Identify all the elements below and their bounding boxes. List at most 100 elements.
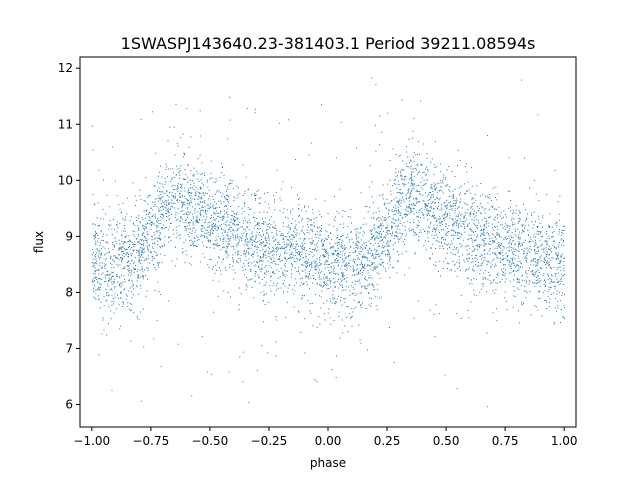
data-point [427, 214, 428, 216]
data-point [296, 282, 297, 284]
data-point [421, 164, 423, 166]
data-point [468, 234, 470, 236]
data-point [178, 195, 180, 197]
data-point [519, 282, 521, 284]
data-point [101, 273, 103, 275]
data-point [285, 258, 286, 260]
data-point [380, 296, 382, 298]
data-point [375, 256, 377, 258]
data-point [264, 276, 266, 278]
data-point [294, 247, 296, 249]
data-point [394, 209, 395, 211]
data-point [119, 264, 121, 266]
data-point [303, 249, 305, 251]
data-point [384, 246, 386, 248]
data-point [230, 214, 232, 216]
data-point [406, 198, 407, 200]
data-point [162, 214, 164, 216]
data-point [425, 249, 427, 251]
data-point [501, 224, 503, 226]
data-point [439, 190, 441, 192]
data-point [391, 227, 393, 229]
data-point [318, 237, 320, 239]
data-point [468, 189, 470, 191]
data-point [376, 250, 378, 252]
data-point [123, 225, 125, 226]
data-point [124, 236, 126, 238]
data-point [104, 277, 106, 279]
data-point [188, 146, 190, 148]
data-point [482, 285, 484, 287]
data-point [487, 202, 489, 204]
data-point [204, 237, 206, 238]
data-point [326, 231, 328, 233]
data-point [289, 227, 291, 229]
data-point [491, 206, 493, 208]
data-point [139, 195, 141, 197]
data-point [272, 271, 274, 273]
data-point [549, 264, 550, 265]
data-point [356, 241, 358, 243]
data-point [97, 202, 99, 204]
data-point [336, 260, 338, 262]
data-point [223, 210, 225, 212]
data-point [315, 294, 317, 296]
data-point [161, 228, 163, 230]
data-point [555, 258, 557, 260]
data-point [149, 251, 151, 253]
data-point [273, 195, 275, 197]
data-point [108, 294, 110, 296]
data-point [268, 237, 270, 239]
data-point [432, 214, 434, 216]
data-point [294, 231, 296, 233]
data-point [221, 195, 223, 197]
data-point [485, 278, 487, 280]
data-point [252, 242, 253, 244]
data-point [299, 259, 301, 261]
data-point [346, 265, 348, 266]
data-point [558, 253, 560, 255]
data-point [383, 266, 385, 267]
data-point [223, 223, 225, 225]
data-point [201, 227, 203, 229]
data-point [455, 221, 457, 223]
data-point [151, 111, 153, 113]
data-point [356, 269, 358, 271]
data-point [229, 206, 231, 207]
data-point [207, 207, 209, 209]
data-point [558, 292, 560, 294]
data-point [346, 317, 348, 318]
data-point [124, 230, 126, 232]
data-point [494, 292, 496, 294]
data-point [257, 222, 259, 224]
data-point [179, 220, 181, 222]
data-point [324, 263, 326, 265]
data-point [192, 241, 194, 243]
data-point [485, 196, 486, 198]
data-point [392, 185, 393, 187]
data-point [386, 218, 388, 220]
data-point [405, 233, 407, 235]
data-point [447, 231, 449, 233]
data-point [94, 267, 96, 269]
data-point [499, 246, 500, 248]
data-point [215, 213, 217, 215]
data-point [263, 211, 265, 213]
data-point [396, 272, 398, 274]
data-point [107, 292, 109, 294]
data-point [366, 279, 368, 281]
data-point [158, 237, 159, 239]
data-point [361, 255, 363, 257]
data-point [244, 240, 246, 242]
data-point [468, 267, 470, 269]
data-point [436, 224, 438, 226]
data-point [333, 298, 335, 300]
data-point [540, 231, 542, 233]
data-point [321, 104, 322, 106]
data-point [416, 163, 418, 165]
data-point [360, 305, 362, 306]
data-point [182, 133, 184, 135]
data-point [98, 238, 100, 240]
data-point [248, 279, 250, 281]
data-point [400, 178, 402, 180]
